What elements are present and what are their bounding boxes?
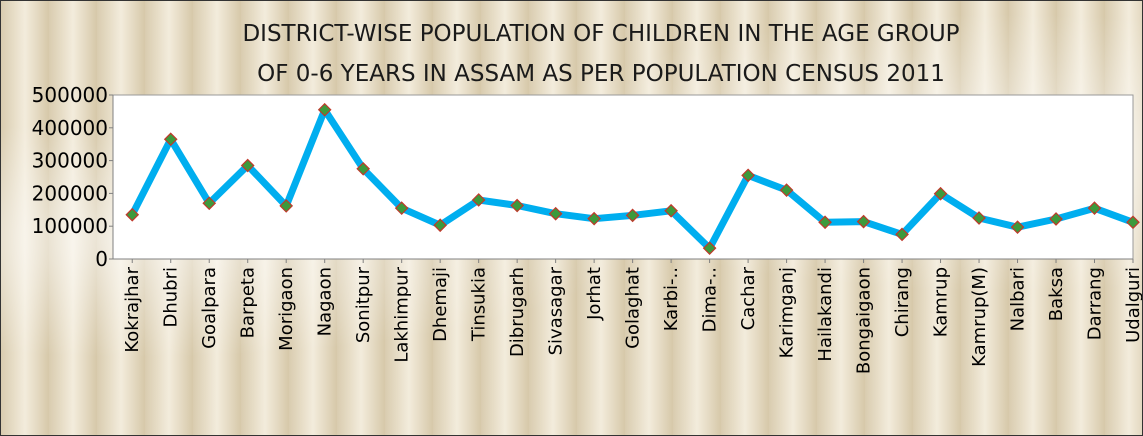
x-tick-label: Morigaon [276, 267, 297, 351]
x-axis: Kokrajhar Dhubri Goalpara Barpeta Morigaon Na… [113, 258, 1142, 374]
data-point [702, 241, 717, 256]
y-tick-label: 100000 [32, 214, 108, 238]
data-point [664, 203, 678, 218]
data-point [1087, 201, 1102, 216]
x-tick-label: Kamrup(M) [969, 267, 990, 367]
data-point [779, 183, 794, 197]
data-point [471, 193, 486, 207]
x-tick-label: Tinsukia [469, 267, 490, 342]
data-point [1010, 220, 1025, 235]
x-tick-label: Sonitpur [353, 266, 374, 343]
x-tick-label: Udalguri [1123, 267, 1142, 343]
data-point [856, 214, 871, 229]
data-point [125, 207, 140, 222]
x-tick-label: Bongaigaon [854, 267, 875, 374]
x-tick-label: Golaghat [623, 267, 644, 349]
data-point [433, 218, 448, 233]
x-tick-label: Dhemaji [430, 267, 451, 342]
x-tick-label: Chirang [892, 267, 913, 337]
plot-background [112, 94, 1134, 260]
data-point [279, 199, 294, 213]
plot-area [112, 94, 1134, 260]
x-tick-label: Dima-.. [700, 267, 721, 332]
x-tick-label: Dhubri [161, 267, 182, 328]
data-point [741, 168, 755, 183]
y-tick-label: 300000 [32, 149, 108, 173]
y-tick-label: 0 [95, 247, 108, 271]
x-tick-label: Darrang [1085, 267, 1106, 340]
x-tick-label: Lakhimpur [392, 266, 413, 362]
data-point [1126, 215, 1140, 230]
x-tick-label: Kamrup [931, 267, 952, 337]
chart-title-line-1: DISTRICT-WISE POPULATION OF CHILDREN IN … [242, 21, 959, 47]
x-tick-label: Goalpara [199, 267, 220, 349]
x-tick-label: Jorhat [584, 267, 605, 321]
data-point [818, 215, 832, 230]
y-tick-label: 400000 [32, 116, 108, 140]
x-tick-label: Kokrajhar [122, 266, 143, 352]
x-tick-label: Nagaon [315, 267, 336, 336]
x-tick-label: Sivasagar [546, 266, 567, 355]
x-tick-label: Karimganj [777, 267, 798, 358]
data-point [972, 211, 986, 225]
x-tick-label: Nalbari [1008, 267, 1029, 331]
x-tick-label: Hailakandi [815, 267, 836, 362]
y-axis: 0 100000 200000 300000 400000 500000 [32, 83, 114, 271]
x-tick-label: Karbi-.. [661, 267, 682, 331]
data-point [587, 211, 601, 226]
y-tick-label: 200000 [32, 181, 108, 205]
y-tick-label: 500000 [32, 83, 108, 107]
data-point [895, 227, 909, 242]
data-point [548, 206, 563, 221]
data-point [933, 186, 948, 201]
data-series [125, 102, 1140, 256]
data-point [317, 102, 332, 117]
x-tick-label: Barpeta [238, 267, 259, 338]
data-point [163, 132, 178, 147]
data-point [356, 161, 371, 176]
x-tick-label: Dibrugarh [507, 267, 528, 357]
data-point [1049, 212, 1063, 226]
data-point [510, 198, 524, 213]
chart-title-line-2: OF 0-6 YEARS IN ASSAM AS PER POPULATION … [257, 61, 945, 87]
x-tick-label: Cachar [738, 266, 759, 330]
x-tick-label: Baksa [1046, 267, 1067, 321]
data-point [240, 158, 255, 173]
data-point [625, 208, 640, 223]
data-point [202, 196, 217, 211]
data-point [394, 201, 409, 216]
